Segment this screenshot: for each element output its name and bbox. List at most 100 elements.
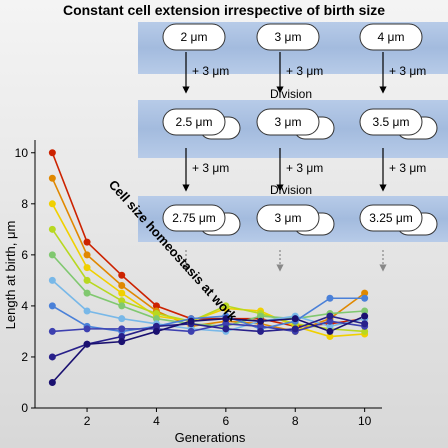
data-point [361, 320, 369, 328]
data-point [361, 294, 369, 302]
data-point [83, 340, 91, 348]
x-tick-label: 6 [223, 414, 230, 428]
y-tick-label: 0 [21, 401, 28, 415]
data-point [48, 302, 56, 310]
data-point [291, 315, 299, 323]
data-point [222, 315, 230, 323]
cell-extension-diagram: 2 μm 3 μm 4 μm 2.5 μm 3 μm 3.5 μm 2.75 μm 3 μm 3… [138, 22, 448, 272]
data-point [83, 289, 91, 297]
x-axis-label: Generations [175, 430, 246, 445]
series-line-10 [51, 315, 365, 384]
cell-1-1 [162, 23, 226, 51]
data-point [326, 322, 334, 330]
y-tick-label: 4 [21, 299, 28, 313]
data-point [291, 325, 299, 333]
cell-1-3 [359, 23, 423, 51]
series-line-8 [52, 320, 365, 333]
birth-length-chart: 2 4 6 8 10 0 2 4 6 8 10 Generations Length at birt… [3, 140, 382, 445]
data-point [152, 322, 160, 330]
data-point [48, 225, 56, 233]
data-point [118, 338, 126, 346]
data-point [361, 289, 369, 297]
division-label-2: Division [270, 183, 312, 197]
data-point [118, 289, 126, 297]
data-point [152, 315, 160, 323]
increment-label: + 3 μm [192, 64, 229, 78]
cell-label: 3 μm [275, 30, 302, 44]
data-point [48, 327, 56, 335]
data-point [48, 251, 56, 259]
increment-label: + 3 μm [286, 161, 323, 175]
cell-label: 3.5 μm [373, 115, 410, 129]
data-point [257, 327, 265, 335]
data-point [187, 327, 195, 335]
series-line-6 [51, 279, 365, 333]
data-point [48, 276, 56, 284]
data-point [326, 312, 334, 320]
data-point [361, 312, 369, 320]
data-point [118, 281, 126, 289]
data-point [222, 320, 230, 328]
data-point [48, 174, 56, 182]
y-tick-label: 6 [21, 248, 28, 262]
figure-title: Constant cell extension irrespective of … [62, 2, 386, 18]
data-point [83, 276, 91, 284]
data-point [222, 302, 230, 310]
data-point [83, 251, 91, 259]
data-point [83, 307, 91, 315]
data-point [83, 238, 91, 246]
data-point [83, 264, 91, 272]
cell-2-2 [256, 108, 320, 136]
data-point [257, 317, 265, 325]
cell-label: 3 μm [275, 211, 302, 225]
data-point [48, 378, 56, 386]
increment-label: + 3 μm [286, 64, 323, 78]
data-point [48, 200, 56, 208]
cell-label: 3 μm [275, 115, 302, 129]
x-tick-label: 8 [292, 414, 299, 428]
cell-3-1 [162, 204, 226, 232]
division-label-1: Division [270, 87, 312, 101]
x-tick-label: 4 [153, 414, 160, 428]
series-line-9 [52, 315, 365, 358]
data-point [118, 315, 126, 323]
y-tick-label: 8 [21, 197, 28, 211]
data-point [326, 294, 334, 302]
cell-label: 2.5 μm [176, 115, 213, 129]
data-point [222, 325, 230, 333]
data-point [257, 322, 265, 330]
data-point [48, 353, 56, 361]
cell-label: 2.75 μm [172, 211, 216, 225]
data-point [48, 149, 56, 157]
series-line-5 [51, 254, 365, 328]
data-point [83, 325, 91, 333]
x-tick-label: 2 [84, 414, 91, 428]
increment-label: + 3 μm [192, 161, 229, 175]
data-point [326, 317, 334, 325]
data-point [326, 327, 334, 335]
cell-2-1 [162, 108, 226, 136]
data-point [118, 333, 126, 341]
cell-label: 4 μm [378, 30, 405, 44]
data-point [361, 327, 369, 335]
cell-1-2 [256, 23, 320, 51]
cell-3-2 [256, 204, 320, 232]
data-point [257, 312, 265, 320]
cell-2-3 [359, 108, 423, 136]
series-line-3 [51, 203, 365, 338]
cell-3-3 [359, 204, 423, 232]
y-tick-label: 10 [15, 146, 29, 160]
data-point [118, 302, 126, 310]
data-point [152, 310, 160, 318]
y-axis-label: Length at birth, μm [3, 221, 18, 330]
data-point [187, 317, 195, 325]
y-tick-label: 2 [21, 350, 28, 364]
data-point [118, 297, 126, 305]
cell-label: 3.25 μm [369, 211, 413, 225]
increment-label: + 3 μm [389, 161, 426, 175]
data-point [152, 302, 160, 310]
data-point [118, 271, 126, 279]
data-point [361, 307, 369, 315]
x-tick-label: 10 [358, 414, 372, 428]
